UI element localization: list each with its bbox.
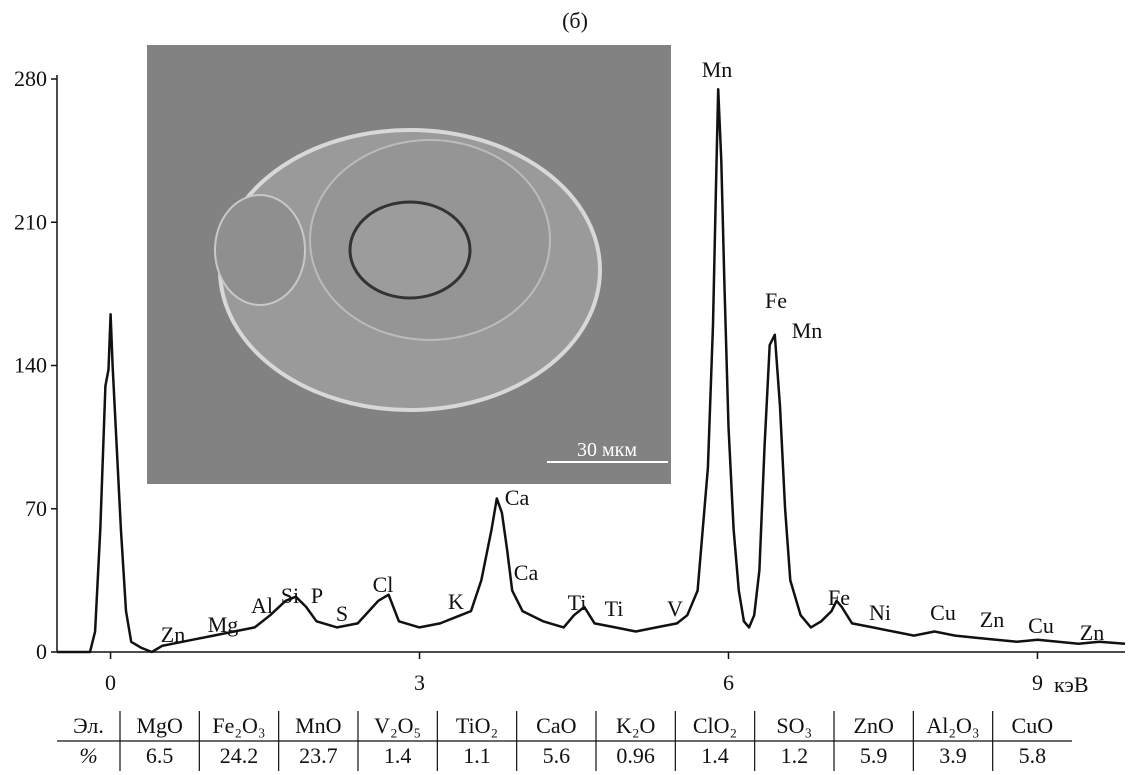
table-header: Fe₂O₃ <box>212 713 265 738</box>
table-cell: 1.1 <box>463 743 491 768</box>
table-cell: 0.96 <box>616 743 655 768</box>
table-cell: 1.4 <box>701 743 729 768</box>
table-cell: 1.4 <box>384 743 412 768</box>
peak-label: V <box>667 596 683 621</box>
peak-label: K <box>448 589 464 614</box>
peak-label: P <box>311 583 323 608</box>
peak-label: Cl <box>373 572 394 597</box>
table-cell: 5.8 <box>1019 743 1047 768</box>
x-tick-label: 9 <box>1032 670 1043 695</box>
peak-label: Zn <box>1080 620 1104 645</box>
peak-label: Mn <box>702 57 733 82</box>
peak-label: Zn <box>980 607 1004 632</box>
peak-label: Zn <box>161 622 185 647</box>
table-cell: 24.2 <box>220 743 259 768</box>
peak-label: Ca <box>505 485 530 510</box>
y-tick-label: 70 <box>25 496 47 521</box>
y-tick-label: 0 <box>36 639 47 664</box>
y-tick-label: 210 <box>14 209 47 234</box>
inset-shape <box>214 194 306 306</box>
chart-title: (б) <box>562 8 588 33</box>
table-cell: 6.5 <box>146 743 174 768</box>
table-header: V₂O₅ <box>374 713 421 738</box>
peak-label: Mn <box>792 318 823 343</box>
table-header: TiO₂ <box>456 713 498 738</box>
peak-label: Fe <box>765 288 787 313</box>
table-cell: 5.9 <box>860 743 888 768</box>
x-tick-label: 3 <box>414 670 425 695</box>
table-header: ClO₂ <box>693 713 737 738</box>
table-header: MgO <box>136 713 182 738</box>
table-header: SO₃ <box>776 713 812 738</box>
table-cell: 5.6 <box>543 743 571 768</box>
table-header: Эл. <box>73 713 104 738</box>
peak-label: Ti <box>568 590 587 615</box>
peak-label: Si <box>281 583 299 608</box>
peak-label: Ca <box>514 560 539 585</box>
table-header: MnO <box>295 713 341 738</box>
table-header: Al₂O₃ <box>926 713 979 738</box>
x-axis-label: кэВ <box>1054 672 1089 697</box>
sem-inset: 30 мкм <box>147 45 671 484</box>
table-header: ZnO <box>854 713 894 738</box>
table-header: K₂O <box>616 713 655 738</box>
y-tick-label: 140 <box>14 353 47 378</box>
table-cell: 1.2 <box>781 743 809 768</box>
peak-label: Ti <box>605 596 624 621</box>
peak-label: Ni <box>869 600 891 625</box>
scale-label: 30 мкм <box>577 439 637 461</box>
inset-shape <box>348 200 472 300</box>
table-cell: 23.7 <box>299 743 338 768</box>
y-tick-label: 280 <box>14 66 47 91</box>
table-header: CaO <box>536 713 576 738</box>
peak-label: Mg <box>208 612 239 637</box>
table-header: CuO <box>1012 713 1054 738</box>
peak-label: Al <box>251 593 273 618</box>
table-cell: % <box>79 743 97 768</box>
peak-label: S <box>336 601 348 626</box>
spectrum-line <box>57 87 1126 654</box>
x-tick-label: 0 <box>105 670 116 695</box>
peak-label: Fe <box>828 585 850 610</box>
x-tick-label: 6 <box>723 670 734 695</box>
table-cell: 3.9 <box>939 743 967 768</box>
peak-label: Cu <box>1028 613 1054 638</box>
peak-label: Cu <box>930 600 956 625</box>
